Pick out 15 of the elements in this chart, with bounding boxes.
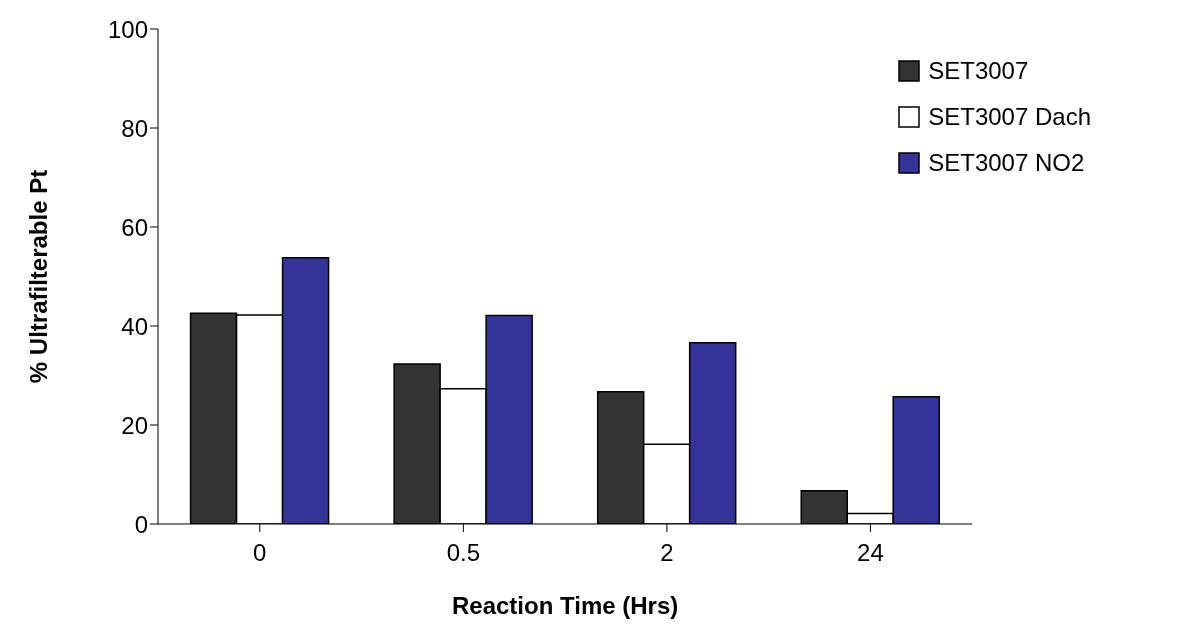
legend-label: SET3007 Dach <box>928 102 1091 132</box>
legend-label: SET3007 <box>928 56 1029 86</box>
y-tick-label: 40 <box>121 312 148 340</box>
legend-label: SET3007 NO2 <box>928 148 1085 178</box>
y-tick-label: 100 <box>107 15 148 43</box>
x-tick-label: 2 <box>660 539 674 567</box>
y-tick-label: 60 <box>121 213 148 241</box>
x-tick-label: 0.5 <box>446 539 481 567</box>
y-tick-label: 0 <box>134 510 148 538</box>
x-tick-label: 24 <box>857 539 884 567</box>
y-tick-label: 20 <box>121 411 148 439</box>
x-axis-title: Reaction Time (Hrs) <box>451 592 679 619</box>
y-tick-label: 80 <box>121 114 148 142</box>
y-axis-title: % Ultrafilterable Pt <box>24 169 52 384</box>
x-tick-label: 0 <box>253 539 267 567</box>
